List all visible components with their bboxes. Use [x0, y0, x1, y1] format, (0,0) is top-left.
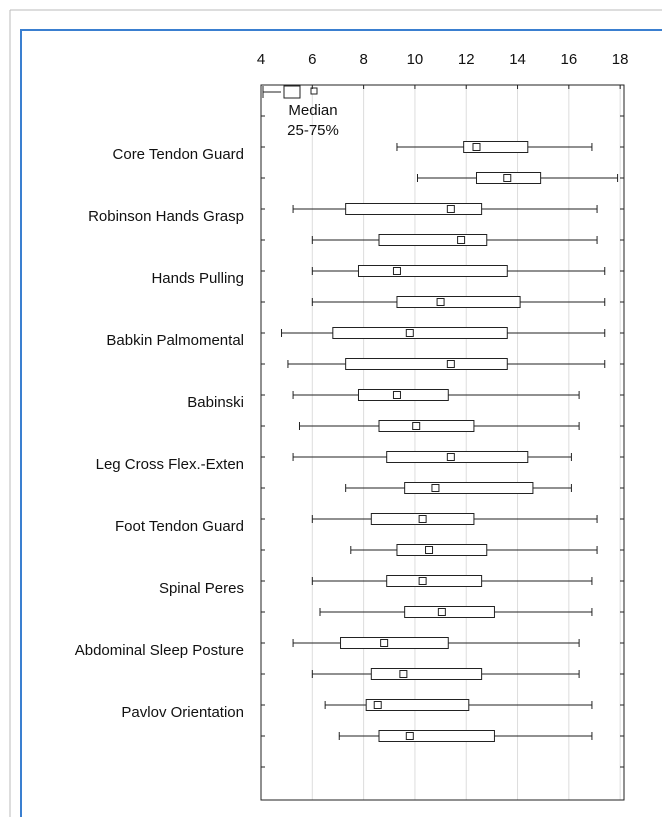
box: [463, 141, 529, 153]
plot-frame: [260, 84, 625, 801]
box: [345, 358, 508, 370]
median: [437, 608, 446, 616]
median: [503, 174, 512, 182]
x-tick-label: 18: [612, 51, 629, 68]
median: [405, 732, 414, 740]
median: [446, 205, 455, 213]
box: [370, 668, 483, 680]
y-tick-label: Leg Cross Flex.-Exten: [96, 456, 244, 473]
y-tick-label: Babkin Palmomental: [106, 332, 244, 349]
box: [365, 699, 470, 711]
y-tick-label: Core Tendon Guard: [113, 146, 244, 163]
x-tick-label: 6: [308, 51, 316, 68]
median: [431, 484, 440, 492]
median: [425, 546, 434, 554]
x-tick-label: 10: [407, 51, 424, 68]
median: [380, 639, 389, 647]
box: [404, 606, 495, 618]
median: [399, 670, 408, 678]
box: [378, 234, 488, 246]
median: [392, 391, 401, 399]
median: [472, 143, 481, 151]
median: [457, 236, 466, 244]
y-tick-label: Robinson Hands Grasp: [88, 208, 244, 225]
x-tick-label: 16: [561, 51, 578, 68]
median: [405, 329, 414, 337]
x-tick-label: 14: [509, 51, 526, 68]
y-tick-label: Foot Tendon Guard: [115, 518, 244, 535]
legend-box: [283, 85, 301, 99]
legend-box-label: 25-75%: [287, 122, 339, 139]
box: [396, 544, 488, 556]
box: [340, 637, 449, 649]
y-tick-label: Babinski: [187, 394, 244, 411]
median: [418, 577, 427, 585]
median: [446, 453, 455, 461]
y-tick-label: Abdominal Sleep Posture: [75, 642, 244, 659]
y-tick-label: Spinal Peres: [159, 580, 244, 597]
x-tick-label: 4: [257, 51, 265, 68]
y-tick-label: Pavlov Orientation: [121, 704, 244, 721]
box: [332, 327, 508, 339]
median: [373, 701, 382, 709]
box: [378, 730, 495, 742]
box: [357, 265, 508, 277]
x-tick-label: 12: [458, 51, 475, 68]
panel-border: [20, 29, 662, 817]
median: [392, 267, 401, 275]
legend-median: [310, 87, 318, 95]
box: [345, 203, 483, 215]
box: [386, 575, 483, 587]
box: [386, 451, 529, 463]
median: [436, 298, 445, 306]
box: [404, 482, 534, 494]
median: [412, 422, 421, 430]
box: [396, 296, 521, 308]
median: [446, 360, 455, 368]
median: [418, 515, 427, 523]
box: [378, 420, 475, 432]
box: [357, 389, 449, 401]
y-tick-label: Hands Pulling: [151, 270, 244, 287]
legend-median-label: Median: [288, 102, 337, 119]
x-tick-label: 8: [359, 51, 367, 68]
